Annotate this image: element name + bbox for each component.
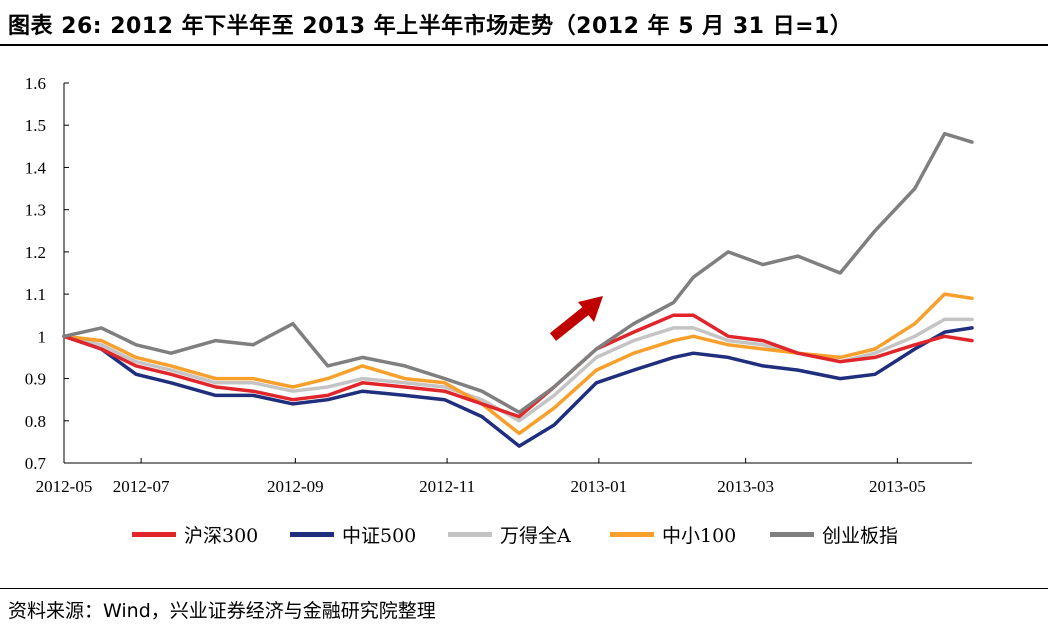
y-tick-label: 1 bbox=[38, 327, 47, 346]
chart-title: 图表 26: 2012 年下半年至 2013 年上半年市场走势（2012 年 5… bbox=[8, 14, 853, 39]
y-tick-label: 0.7 bbox=[25, 454, 47, 473]
legend-swatch-zz500 bbox=[290, 531, 334, 537]
x-tick-label: 2013-01 bbox=[571, 477, 628, 496]
legend-swatch-hs300 bbox=[132, 531, 176, 537]
series-line-1 bbox=[62, 326, 974, 448]
y-tick-label: 1.2 bbox=[25, 243, 46, 262]
y-tick-label: 1.3 bbox=[25, 201, 46, 220]
series-line-4 bbox=[62, 131, 974, 415]
legend-item-chinext: 创业板指 bbox=[770, 520, 898, 548]
legend-item-zz500: 中证500 bbox=[290, 520, 416, 548]
title-rule bbox=[0, 44, 1048, 46]
series-line-3 bbox=[62, 292, 974, 436]
chart-legend: 沪深300 中证500 万得全A 中小100 创业板指 bbox=[0, 520, 1048, 550]
trend-arrow-shaft bbox=[549, 305, 592, 341]
legend-label-zz500: 中证500 bbox=[342, 524, 417, 547]
series-line-0 bbox=[62, 313, 974, 419]
legend-label-chinext: 创业板指 bbox=[822, 524, 899, 547]
y-tick-label: 1.4 bbox=[25, 158, 47, 177]
y-tick-label: 1.5 bbox=[25, 116, 46, 135]
y-tick-label: 0.9 bbox=[25, 370, 46, 389]
source-note: 资料来源：Wind，兴业证券经济与金融研究院整理 bbox=[8, 600, 436, 622]
y-tick-label: 1.1 bbox=[25, 285, 46, 304]
legend-label-zx100: 中小100 bbox=[662, 524, 737, 547]
x-tick-label: 2013-05 bbox=[869, 477, 926, 496]
source-rule bbox=[0, 588, 1048, 589]
series-line-2 bbox=[62, 317, 974, 423]
x-tick-label: 2012-07 bbox=[113, 477, 170, 496]
legend-item-wind-a: 万得全A bbox=[448, 520, 571, 548]
legend-swatch-zx100 bbox=[610, 531, 654, 537]
x-tick-label: 2013-03 bbox=[717, 477, 774, 496]
x-tick-label: 2012-09 bbox=[267, 477, 324, 496]
trend-arrow-head bbox=[578, 296, 603, 322]
legend-item-zx100: 中小100 bbox=[610, 520, 736, 548]
legend-label-wind-a: 万得全A bbox=[500, 524, 571, 547]
x-tick-label: 2012-05 bbox=[36, 477, 93, 496]
legend-label-hs300: 沪深300 bbox=[184, 524, 259, 547]
legend-swatch-wind-a bbox=[448, 531, 492, 537]
line-chart: 0.7 0.8 0.9 1 1.1 1.2 1.3 1.4 1.5 1.6 2012-05 2012-… bbox=[25, 74, 974, 496]
y-tick-label: 0.8 bbox=[25, 412, 46, 431]
y-tick-label: 1.6 bbox=[25, 74, 46, 93]
legend-swatch-chinext bbox=[770, 531, 814, 537]
legend-item-hs300: 沪深300 bbox=[132, 520, 258, 548]
x-tick-label: 2012-11 bbox=[419, 477, 475, 496]
